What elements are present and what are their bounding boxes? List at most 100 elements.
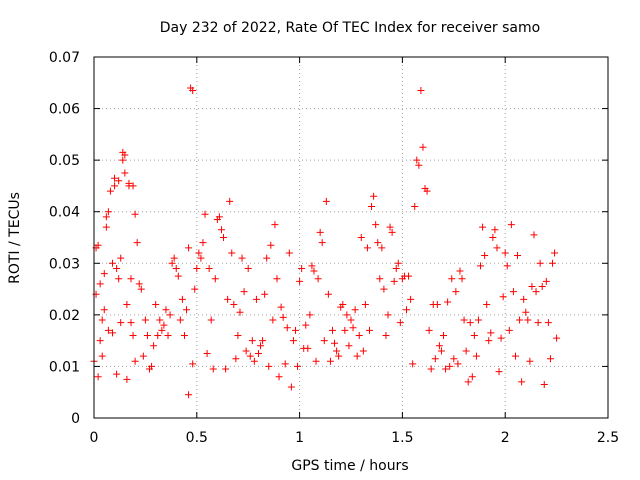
data-point [298,264,306,272]
data-point [96,337,104,345]
data-point [372,221,380,229]
grid-lines [94,57,608,418]
data-point [530,231,538,239]
data-point [189,87,197,95]
data-point [460,316,468,324]
data-point [152,301,160,309]
data-point [100,270,108,278]
data-point [106,187,114,195]
data-point [483,301,491,309]
data-point [487,329,495,337]
data-point [544,319,552,327]
data-point [501,249,509,257]
data-point [220,234,228,241]
data-point [339,301,347,309]
data-point [320,337,328,345]
x-tick-label: 2.5 [597,430,619,446]
data-point [248,337,256,345]
data-point [141,316,149,324]
data-point [133,239,141,247]
data-point [355,331,363,339]
data-point [511,352,519,360]
data-point [516,316,524,324]
data-point [495,368,503,376]
data-point [111,182,119,190]
data-point [254,350,262,358]
data-point [109,259,117,267]
data-point [324,290,332,298]
data-point [111,174,119,182]
data-point [333,347,341,355]
data-point [117,254,125,262]
data-point [125,179,133,187]
data-point [261,290,269,298]
data-point [158,326,166,334]
data-point [113,370,121,378]
data-point [322,197,330,205]
data-point [176,316,184,324]
data-point [294,362,302,370]
data-point [246,352,254,360]
data-point [388,228,396,236]
data-point [193,264,201,272]
data-point [205,264,213,272]
data-point [281,360,289,368]
data-point [195,249,203,257]
data-point [347,316,355,324]
x-axis-label: GPS time / hours [291,458,408,474]
data-point [121,151,129,159]
data-point [380,285,388,293]
data-point [485,337,493,345]
data-point [452,288,460,296]
data-point [403,306,411,314]
data-point [222,365,230,373]
data-point [271,221,279,229]
data-point [542,277,550,285]
data-point [240,288,248,296]
data-point [528,282,536,290]
data-point [174,272,182,280]
data-point [411,203,419,211]
data-point [154,331,162,339]
data-point [160,321,168,329]
data-point [164,331,172,339]
data-point [277,303,285,311]
data-point [491,226,499,234]
data-point [215,213,223,221]
data-point [407,295,415,303]
data-point [361,301,369,309]
y-axis-label: ROTI / TECUs [7,192,23,284]
data-point [341,326,349,334]
data-point [474,316,482,324]
data-point [143,331,151,339]
data-point [551,249,559,257]
data-point [228,249,236,257]
data-point [366,326,374,334]
data-point [534,319,542,327]
data-point [185,391,193,399]
data-point [189,360,197,368]
data-points [90,84,561,399]
data-point [376,275,384,283]
data-point [423,187,431,195]
data-point [259,337,267,345]
data-point [454,360,462,368]
data-point [94,241,102,249]
data-point [199,239,207,247]
data-point [481,252,489,260]
data-point [123,375,131,383]
data-point [238,254,246,262]
data-point [507,221,515,229]
data-point [127,275,135,283]
data-point [135,280,143,288]
data-point [230,301,238,309]
data-point [345,342,353,350]
data-point [435,342,443,350]
data-point [236,308,244,316]
data-point [477,262,485,270]
data-point [493,244,501,252]
data-point [349,324,357,332]
data-point [437,347,445,355]
data-point [314,275,322,283]
data-point [431,355,439,363]
